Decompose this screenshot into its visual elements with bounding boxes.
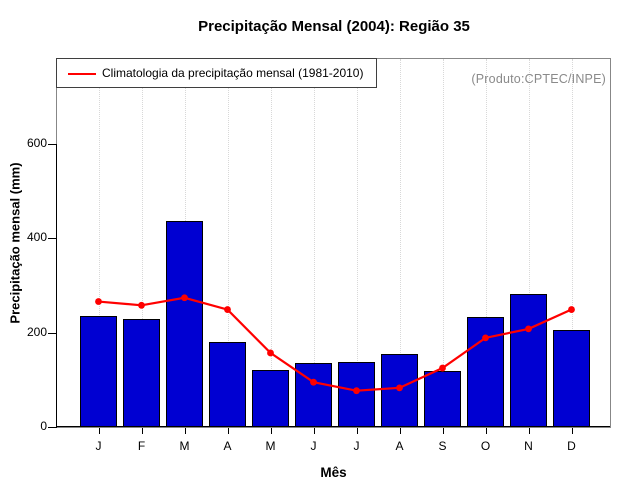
climatology-point [568,306,575,313]
y-tick-label: 400 [26,230,47,245]
climatology-line-plot [95,294,575,395]
x-tick [313,428,315,434]
x-tick [571,428,573,434]
x-tick [356,428,358,434]
y-tick [48,427,56,428]
x-tick-label: N [524,439,533,453]
x-tick [98,428,100,434]
x-tick-label: S [438,439,447,453]
climatology-point [224,306,231,313]
x-tick-label: A [395,439,404,453]
climatology-line [98,296,572,392]
x-tick [270,428,272,434]
x-tick-label: D [567,439,576,453]
climatology-point [95,298,102,305]
x-tick [184,428,186,434]
gridline [356,59,358,427]
gridline [270,59,272,427]
bar-J-1 [80,315,117,427]
y-tick [48,144,56,145]
climatology-point [439,364,446,372]
producer-credit: (Produto:CPTEC/INPE) [471,72,606,86]
bar-F-2 [123,319,160,427]
x-tick [485,428,487,434]
x-tick-label: J [353,439,360,453]
climatology-point [310,378,317,386]
gridline [313,59,315,427]
y-tick-label: 0 [40,419,47,433]
y-tick-label: 600 [26,136,47,150]
x-tick-label: O [480,439,491,453]
x-axis-label: Mês [320,465,347,480]
x-tick [399,428,401,434]
x-tick-label: M [179,439,190,453]
bar-A-4 [209,341,246,427]
y-axis-line [56,144,57,428]
climatology-point [525,325,532,333]
gridline [141,59,143,427]
gridline [571,59,573,427]
climatology-point [482,334,489,342]
bar-J-7 [338,361,375,427]
x-tick-label: A [223,439,232,453]
bar-M-3 [166,221,203,427]
bar-N-11 [510,294,547,427]
gridline [98,59,100,427]
x-tick [528,428,530,434]
gridline [442,59,444,427]
y-tick-label: 200 [26,324,47,339]
climatology-point [181,294,188,302]
gridline [399,59,401,427]
y-tick [48,332,56,334]
x-tick-label: F [137,439,146,453]
x-tick [442,428,444,434]
legend-label: Climatologia da precipitação mensal (198… [102,66,364,80]
gridline [528,59,530,427]
legend: Climatologia da precipitação mensal (198… [56,58,377,88]
climatology-point [267,349,274,357]
x-tick-label: M [265,439,276,453]
climatology-point [396,384,403,392]
chart-title: Precipitação Mensal (2004): Região 35 [198,18,470,35]
gridline [227,59,229,427]
x-tick [141,428,143,434]
x-tick-label: J [95,439,102,453]
legend-line-swatch [68,73,96,75]
bar-S-9 [424,370,461,427]
x-tick [227,428,229,434]
bar-D-12 [553,329,590,427]
climatology-point [353,387,360,395]
bar-M-5 [252,370,289,427]
x-tick-label: J [310,439,317,453]
gridline [485,59,487,427]
y-tick [48,238,56,240]
x-axis-line [57,426,610,427]
climatology-point [138,301,145,309]
